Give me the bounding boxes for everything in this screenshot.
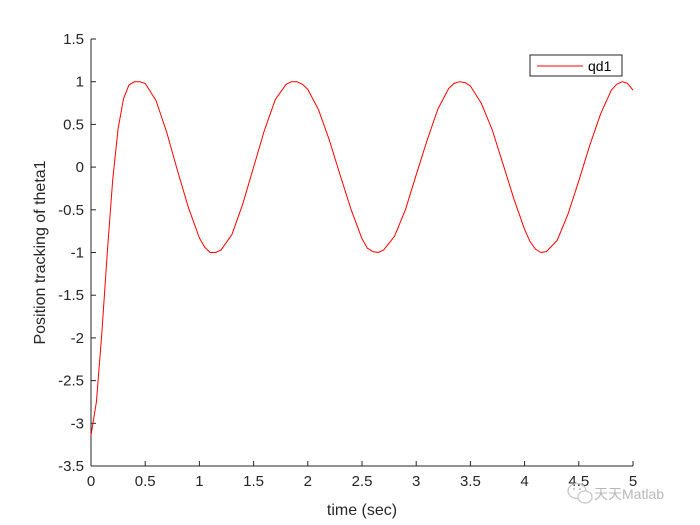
series-group [90, 81, 634, 436]
x-tick-label: 3 [412, 473, 420, 490]
y-tick-label: -2 [71, 330, 84, 347]
x-tick-label: 1.5 [243, 473, 264, 490]
x-tick-label: 5 [629, 473, 637, 490]
y-tick-label: 1 [76, 74, 84, 91]
watermark-text: 天天Matlab [594, 486, 664, 502]
x-tick-label: 4 [520, 473, 528, 490]
y-tick-label: -3 [71, 415, 84, 432]
y-tick-label: -2.5 [58, 373, 84, 390]
x-tick-label: 2 [304, 473, 312, 490]
series-line-qd1 [90, 81, 634, 436]
x-tick-label: 4.5 [568, 473, 589, 490]
y-tick-label: -1 [71, 245, 84, 262]
x-tick-label: 0 [87, 473, 95, 490]
x-tick-label: 2.5 [352, 473, 373, 490]
legend-label-qd1: qd1 [588, 58, 612, 74]
y-ticks: 1.5 1 0.5 0 -0.5 -1 -1.5 -2 -2.5 -3 -3.5 [58, 31, 96, 475]
y-tick-label: -1.5 [58, 287, 84, 304]
legend[interactable]: qd1 [529, 54, 623, 77]
y-axis-label: Position tracking of theta1 [32, 160, 49, 344]
y-tick-label: 0 [76, 159, 84, 176]
wechat-icon [567, 482, 593, 504]
x-axis-label: time (sec) [327, 502, 397, 519]
watermark: 天天Matlab [567, 482, 664, 504]
x-tick-label: 1 [195, 473, 203, 490]
y-tick-label: -0.5 [58, 202, 84, 219]
x-tick-label: 3.5 [460, 473, 481, 490]
x-tick-label: 0.5 [135, 473, 156, 490]
y-tick-label: 0.5 [63, 116, 84, 133]
plot-area: 0 0.5 1 1.5 2 2.5 3 3.5 4 4.5 5 1.5 1 0.5 0 -0.5 -1 -1.5… [58, 31, 637, 490]
y-tick-label: 1.5 [63, 31, 84, 48]
y-tick-label: -3.5 [58, 458, 84, 475]
